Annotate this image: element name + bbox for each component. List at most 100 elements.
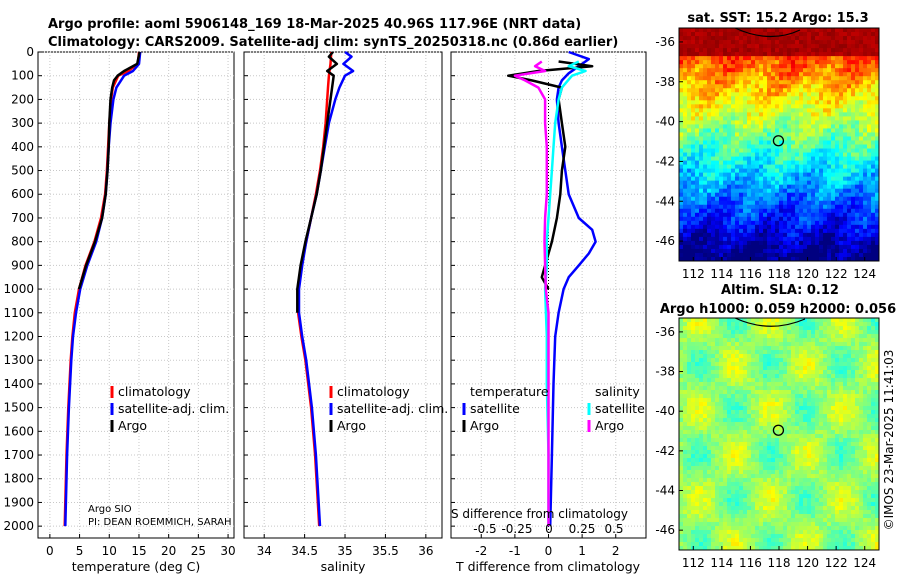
map-cell xyxy=(699,64,704,69)
map-cell xyxy=(743,56,748,61)
map-cell xyxy=(843,252,848,258)
map-cell xyxy=(803,84,808,89)
map-cell xyxy=(835,84,840,89)
map-cell xyxy=(775,144,780,149)
map-cell xyxy=(743,228,748,234)
map-cell xyxy=(747,88,752,93)
map-cell xyxy=(743,60,748,65)
map-cell xyxy=(779,180,784,186)
map-cell xyxy=(679,88,684,93)
map-cell xyxy=(723,204,728,210)
map-cell xyxy=(703,204,708,210)
map-cell xyxy=(747,152,752,157)
map-cell xyxy=(819,188,824,194)
map-cell xyxy=(871,350,876,355)
map-cell xyxy=(847,252,852,258)
map-cell xyxy=(715,84,720,89)
map-cell xyxy=(863,116,868,121)
map-cell xyxy=(687,418,692,423)
map-cell xyxy=(851,184,856,190)
map-cell xyxy=(719,152,724,157)
map-cell xyxy=(807,366,812,371)
map-cell xyxy=(799,216,804,222)
map-cell xyxy=(687,52,692,57)
map-cell xyxy=(683,426,688,431)
map-cell xyxy=(707,60,712,65)
map-cell xyxy=(819,322,824,327)
map-cell xyxy=(847,394,852,399)
map-cell xyxy=(851,132,856,137)
map-cell xyxy=(863,60,868,65)
map-cell xyxy=(683,414,688,419)
map-cell xyxy=(759,256,764,262)
map-cell xyxy=(735,156,740,161)
map-cell xyxy=(807,100,812,105)
map-cell xyxy=(707,418,712,423)
map-cell xyxy=(859,454,864,459)
map-cell xyxy=(715,72,720,77)
map-cell xyxy=(751,100,756,105)
map-cell xyxy=(791,248,796,254)
map-cell xyxy=(751,164,756,170)
map-cell xyxy=(719,244,724,250)
map-cell xyxy=(679,56,684,61)
map-cell xyxy=(699,100,704,105)
map-cell xyxy=(699,208,704,214)
map-cell xyxy=(787,382,792,387)
map-cell xyxy=(683,36,688,41)
map-cell xyxy=(743,426,748,431)
map-cell xyxy=(731,204,736,210)
map-cell xyxy=(743,184,748,190)
map-cell xyxy=(683,244,688,250)
map-cell xyxy=(823,228,828,234)
map-cell xyxy=(843,256,848,262)
map-cell xyxy=(699,224,704,230)
map-cell xyxy=(763,156,768,161)
map-cell xyxy=(703,374,708,379)
map-cell xyxy=(715,430,720,435)
map-cell xyxy=(839,200,844,206)
map-cell xyxy=(847,228,852,234)
map-cell xyxy=(739,124,744,129)
map-cell xyxy=(851,322,856,327)
map-cell xyxy=(811,32,816,37)
map-cell xyxy=(699,240,704,246)
map-cell xyxy=(775,116,780,121)
map-cell xyxy=(807,422,812,427)
map-cell xyxy=(811,338,816,343)
map-cell xyxy=(767,124,772,129)
map-cell xyxy=(779,386,784,391)
map-cell xyxy=(867,208,872,214)
map-cell xyxy=(743,458,748,463)
map-cell xyxy=(727,252,732,258)
map-cell xyxy=(763,112,768,117)
map-cell xyxy=(731,40,736,45)
map-cell xyxy=(715,180,720,186)
map-cell xyxy=(687,220,692,226)
map-cell xyxy=(799,244,804,250)
map-cell xyxy=(707,458,712,463)
map-cell xyxy=(719,104,724,109)
map-cell xyxy=(783,382,788,387)
map-cell xyxy=(687,36,692,41)
map-cell xyxy=(707,434,712,439)
map-cell xyxy=(683,236,688,242)
map-cell xyxy=(799,390,804,395)
map-cell xyxy=(867,60,872,65)
map-cell xyxy=(779,28,784,33)
map-cell xyxy=(867,96,872,101)
map-cell xyxy=(691,224,696,230)
map-cell xyxy=(719,200,724,206)
map-cell xyxy=(855,36,860,41)
map-cell xyxy=(859,124,864,129)
map-cell xyxy=(803,338,808,343)
map-cell xyxy=(739,180,744,186)
map-cell xyxy=(715,44,720,49)
map-cell xyxy=(731,176,736,182)
map-cell xyxy=(683,390,688,395)
map-cell xyxy=(743,156,748,161)
map-cell xyxy=(719,252,724,258)
map-cell xyxy=(743,248,748,254)
map-cell xyxy=(739,160,744,165)
map-cell xyxy=(815,184,820,190)
